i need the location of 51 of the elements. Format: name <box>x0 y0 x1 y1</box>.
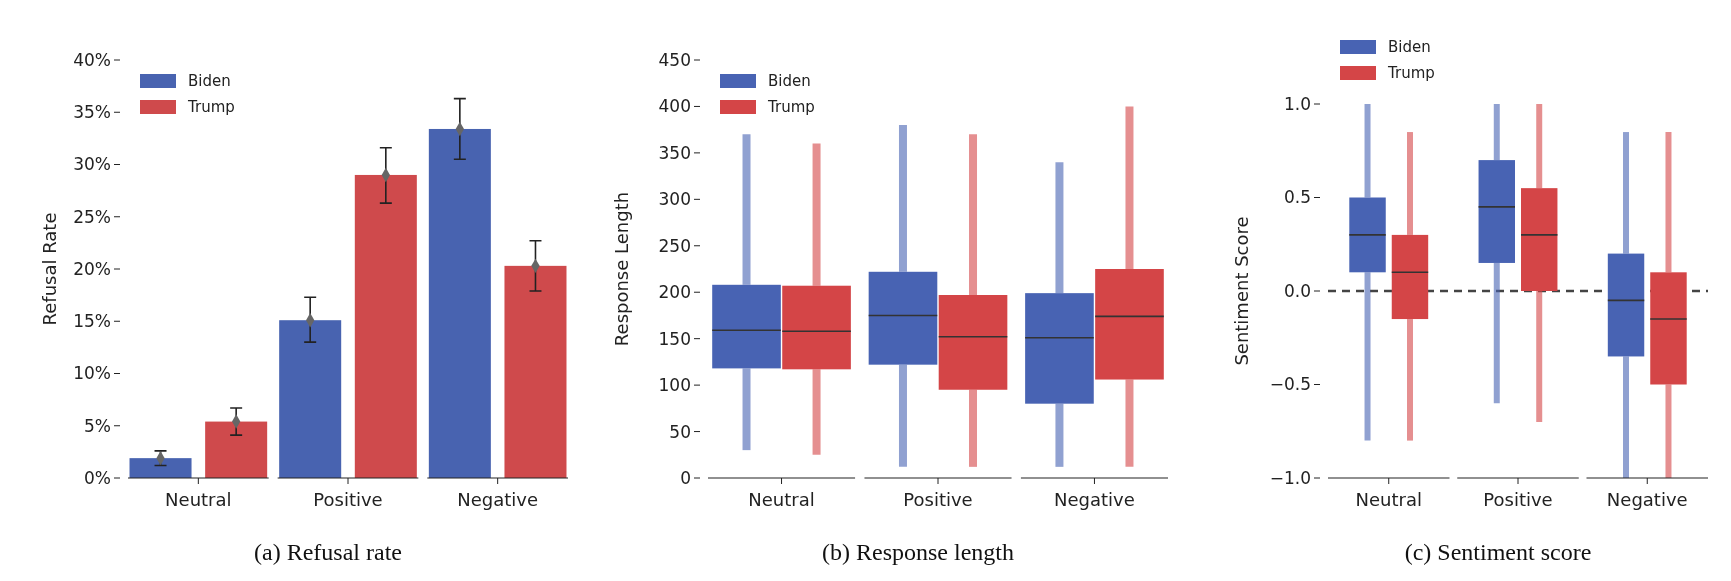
y-tick-label: −1.0 <box>1269 467 1311 488</box>
x-tick-label: Positive <box>313 489 383 510</box>
y-tick-label: 450 <box>658 49 691 70</box>
x-tick-label: Neutral <box>165 489 232 510</box>
legend-label: Trump <box>767 98 815 117</box>
y-tick-label: 20% <box>73 258 111 279</box>
y-tick-label: 350 <box>658 142 691 163</box>
y-tick-label: 35% <box>73 102 111 123</box>
y-tick-label: 400 <box>658 96 691 117</box>
y-tick-label: 0 <box>680 467 691 488</box>
y-tick-label: 200 <box>658 282 691 303</box>
legend-label: Biden <box>768 72 811 91</box>
y-tick-label: 15% <box>73 311 111 332</box>
x-tick-label: Positive <box>903 489 973 510</box>
legend-label: Biden <box>188 72 231 91</box>
text: (a) Refusal rate <box>254 539 402 565</box>
y-tick-label: 50 <box>669 421 691 442</box>
x-tick-label: Negative <box>457 489 539 510</box>
legend-label: Trump <box>187 98 235 117</box>
y-tick-label: 10% <box>73 363 111 384</box>
text: (c) Sentiment score <box>1404 539 1592 565</box>
bar <box>354 174 417 478</box>
y-axis-title: Sentiment Score <box>1231 216 1252 366</box>
y-tick-label: 25% <box>73 206 111 227</box>
legend-label: Trump <box>1387 64 1435 83</box>
x-tick-label: Positive <box>1483 489 1553 510</box>
y-tick-label: 1.0 <box>1283 93 1311 114</box>
bar <box>428 128 491 478</box>
y-tick-label: 0% <box>84 467 111 488</box>
y-tick-label: 0.0 <box>1283 280 1311 301</box>
y-tick-label: 5% <box>84 415 111 436</box>
y-tick-label: 250 <box>658 235 691 256</box>
legend-label: Biden <box>1388 38 1431 57</box>
y-tick-label: 150 <box>658 328 691 349</box>
x-tick-label: Neutral <box>1355 489 1422 510</box>
x-tick-label: Negative <box>1606 489 1688 510</box>
bar <box>279 320 342 478</box>
y-tick-label: 40% <box>73 49 111 70</box>
text: (b) Response length <box>822 539 1014 565</box>
y-axis-title: Refusal Rate <box>39 212 60 326</box>
bar <box>205 421 268 478</box>
y-tick-label: 0.5 <box>1283 187 1311 208</box>
y-tick-label: −0.5 <box>1269 374 1311 395</box>
bar <box>504 265 567 478</box>
bar <box>129 458 192 478</box>
y-tick-label: 300 <box>658 189 691 210</box>
y-tick-label: 30% <box>73 154 111 175</box>
x-tick-label: Neutral <box>748 489 815 510</box>
x-tick-label: Negative <box>1054 489 1135 510</box>
y-tick-label: 100 <box>658 375 691 396</box>
y-axis-title: Response Length <box>611 191 632 347</box>
